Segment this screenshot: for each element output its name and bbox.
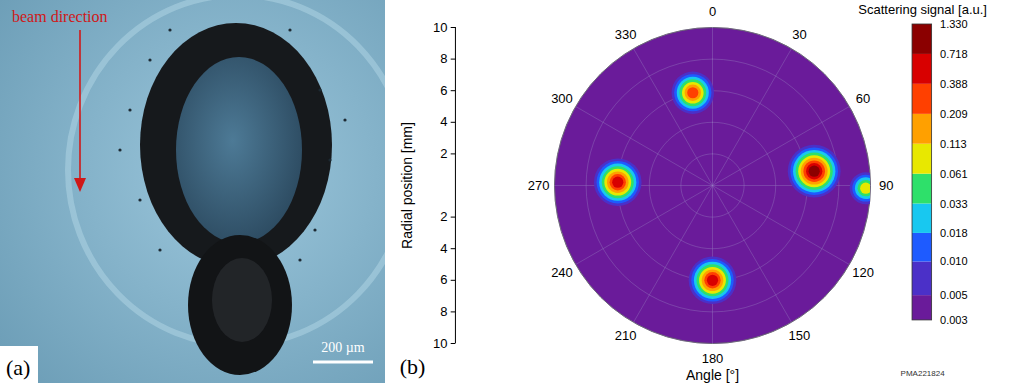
- svg-text:0: 0: [709, 4, 716, 19]
- svg-text:0.113: 0.113: [940, 138, 967, 150]
- svg-text:PMA221824: PMA221824: [901, 369, 946, 378]
- svg-text:8: 8: [440, 304, 447, 319]
- svg-text:0.209: 0.209: [940, 108, 968, 120]
- svg-text:0.005: 0.005: [940, 289, 968, 301]
- svg-text:0.010: 0.010: [940, 255, 968, 267]
- svg-text:210: 210: [615, 328, 637, 343]
- svg-text:4: 4: [440, 241, 447, 256]
- svg-text:6: 6: [440, 83, 447, 98]
- svg-text:330: 330: [615, 27, 637, 42]
- svg-text:(b): (b): [400, 354, 426, 379]
- svg-text:0.033: 0.033: [940, 198, 968, 210]
- svg-text:30: 30: [792, 27, 806, 42]
- svg-text:0.061: 0.061: [940, 168, 968, 180]
- svg-text:120: 120: [852, 265, 874, 280]
- svg-text:10: 10: [433, 20, 447, 35]
- svg-text:1.330: 1.330: [940, 18, 968, 30]
- svg-text:Scattering signal [a.u.]: Scattering signal [a.u.]: [858, 2, 987, 17]
- svg-text:0.388: 0.388: [940, 78, 968, 90]
- svg-text:90: 90: [879, 178, 893, 193]
- svg-text:4: 4: [440, 114, 447, 129]
- svg-text:8: 8: [440, 51, 447, 66]
- svg-text:150: 150: [789, 328, 811, 343]
- svg-text:Angle [°]: Angle [°]: [686, 367, 739, 383]
- svg-text:(a): (a): [6, 355, 30, 380]
- svg-text:beam direction: beam direction: [12, 8, 108, 25]
- svg-text:0.018: 0.018: [940, 227, 968, 239]
- svg-text:6: 6: [440, 272, 447, 287]
- svg-text:0.718: 0.718: [940, 48, 968, 60]
- svg-text:0.003: 0.003: [940, 314, 968, 326]
- svg-text:Radial position [mm]: Radial position [mm]: [399, 122, 415, 249]
- svg-text:10: 10: [433, 336, 447, 351]
- svg-text:240: 240: [551, 265, 573, 280]
- svg-text:2: 2: [440, 146, 447, 161]
- svg-text:180: 180: [702, 351, 724, 366]
- svg-text:60: 60: [856, 91, 870, 106]
- svg-text:2: 2: [440, 209, 447, 224]
- svg-text:200 µm: 200 µm: [321, 340, 365, 355]
- svg-text:270: 270: [528, 178, 550, 193]
- svg-text:300: 300: [551, 91, 573, 106]
